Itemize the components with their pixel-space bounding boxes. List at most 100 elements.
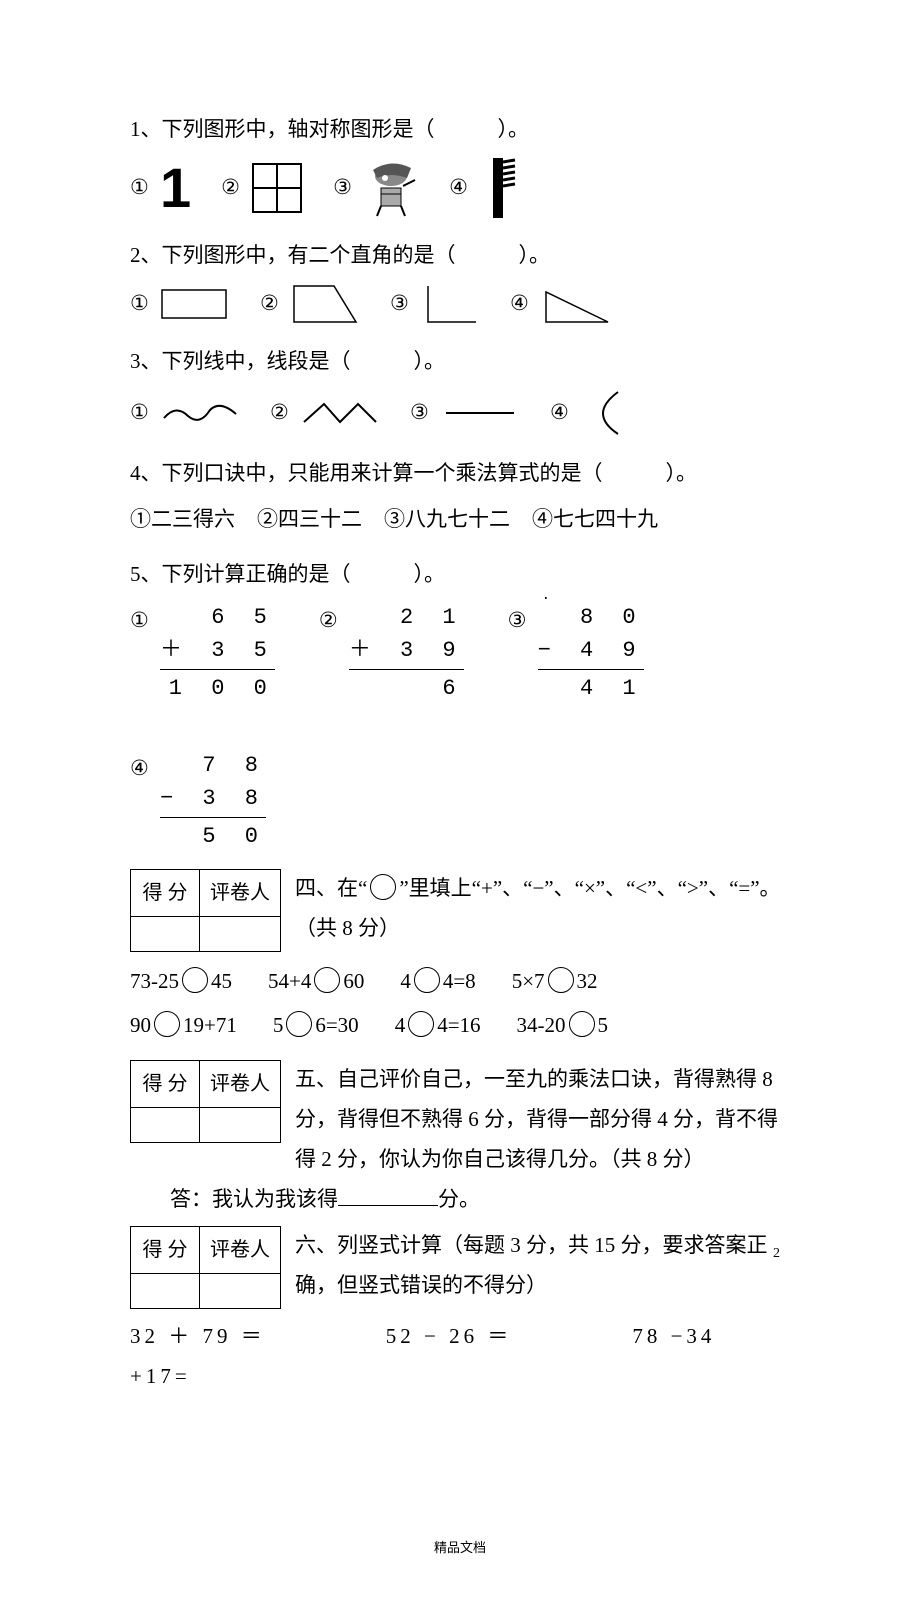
calc-line xyxy=(160,669,275,670)
q1-opt1: ① 1 xyxy=(130,160,191,216)
calc-line xyxy=(538,669,644,670)
score-h1: 得 分 xyxy=(131,1061,200,1108)
q4-opt3: ③八九七十二 xyxy=(384,500,510,540)
score-blank[interactable] xyxy=(131,917,200,952)
calc-res: 5 0 xyxy=(160,820,266,853)
score-table-4: 得 分评卷人 xyxy=(130,869,281,952)
q2-opt4-label: ④ xyxy=(510,284,532,324)
q5-calc4: 7 8 − 3 8 5 0 xyxy=(160,749,266,853)
grader-blank[interactable] xyxy=(200,1273,281,1308)
eq1: 32 ＋ 79 ＝ xyxy=(130,1317,266,1357)
sec6-equations: 32 ＋ 79 ＝ 52 − 26 ＝ 78 −34 xyxy=(130,1317,790,1357)
score-h1: 得 分 xyxy=(131,1226,200,1273)
q2-opt1: ① xyxy=(130,284,230,324)
q3-opt3: ③ xyxy=(410,393,520,433)
sec4-row1: 73-2545 54+460 44=8 5×732 xyxy=(130,962,790,1002)
circle-blank-icon[interactable] xyxy=(182,967,208,993)
q4-options: ①二三得六 ②四三十二 ③八九七十二 ④七七四十九 xyxy=(130,500,790,540)
q2-options: ① ② ③ ④ xyxy=(130,282,790,326)
right-angle-icon xyxy=(420,282,480,326)
q1-text: 1、下列图形中，轴对称图形是（ ）。 xyxy=(130,110,790,150)
circle-blank-icon[interactable] xyxy=(286,1011,312,1037)
q1-opt2-label: ② xyxy=(221,168,243,208)
sec5-ans-prefix: 答：我认为我该得 xyxy=(170,1187,338,1211)
calc-top: 7 8 xyxy=(160,749,266,782)
comb-icon xyxy=(479,156,519,220)
section-4: 得 分评卷人 四、在“”里填上“+”、“−”、“×”、“<”、“>”、“=”。（… xyxy=(130,869,790,949)
arc-icon xyxy=(580,388,630,438)
q4-text: 4、下列口诀中，只能用来计算一个乘法算式的是（ ）。 xyxy=(130,454,790,494)
expr: 44=8 xyxy=(400,962,475,1002)
q5-opt2-label: ② xyxy=(319,601,341,641)
sec6-title: 六、列竖式计算（每题 3 分，共 15 分，要求答案正确，但竖式错误的不得分） xyxy=(295,1226,790,1306)
window-grid-icon xyxy=(251,162,303,214)
calc-line xyxy=(160,817,266,818)
circle-blank-icon[interactable] xyxy=(154,1011,180,1037)
sec5-ans-unit: 分。 xyxy=(438,1187,480,1211)
rectangle-icon xyxy=(160,284,230,324)
q3-opt1: ① xyxy=(130,393,240,433)
q2-opt2: ② xyxy=(260,282,360,326)
q4-opt2: ②四三十二 xyxy=(257,500,362,540)
circle-blank-icon[interactable] xyxy=(569,1011,595,1037)
right-triangle-icon xyxy=(540,282,612,326)
expr: 56=30 xyxy=(273,1006,359,1046)
eq3: 78 −34 xyxy=(632,1317,715,1357)
sec5-title: 五、自己评价自己，一至九的乘法口诀，背得熟得 8 分，背得但不熟得 6 分，背得… xyxy=(295,1060,790,1180)
section-6: 得 分评卷人 六、列竖式计算（每题 3 分，共 15 分，要求答案正确，但竖式错… xyxy=(130,1226,790,1306)
q5-opt1-label: ① xyxy=(130,601,152,641)
score-blank[interactable] xyxy=(131,1108,200,1143)
eq3-cont: +17= xyxy=(130,1357,790,1397)
q4-opt1: ①二三得六 xyxy=(130,500,235,540)
pirate-cartoon-icon xyxy=(363,158,419,218)
q3-opt2-label: ② xyxy=(270,393,292,433)
sec4-t2: ”里填上“+”、“−”、“×”、“<”、“>”、“=”。（共 8 分） xyxy=(295,876,781,940)
right-trapezoid-icon xyxy=(290,282,360,326)
q5-calc2: 2 1 ＋ 3 9 6 xyxy=(349,601,464,705)
score-h2: 评卷人 xyxy=(200,870,281,917)
grader-blank[interactable] xyxy=(200,917,281,952)
q3-text: 3、下列线中，线段是（ ）。 xyxy=(130,342,790,382)
q1-opt3: ③ xyxy=(333,158,419,218)
q5-opt4: ④ 7 8 − 3 8 5 0 xyxy=(130,749,266,853)
circle-blank-icon xyxy=(370,874,396,900)
q1-options: ① 1 ② ③ ④ xyxy=(130,156,790,220)
q5-opt3-label: ③ xyxy=(508,601,530,641)
q5-text: 5、下列计算正确的是（ ）。 xyxy=(130,555,790,595)
q3-opt3-label: ③ xyxy=(410,393,432,433)
q2-opt1-label: ① xyxy=(130,284,152,324)
calc-res: 4 1 xyxy=(538,672,644,705)
q5-opt3: ③ ·8 0 − 4 9 4 1 xyxy=(508,601,644,705)
q4-opt4: ④七七四十九 xyxy=(532,500,658,540)
score-table-6: 得 分评卷人 xyxy=(130,1226,281,1309)
expr: 54+460 xyxy=(268,962,364,1002)
q1-opt3-label: ③ xyxy=(333,168,355,208)
circle-blank-icon[interactable] xyxy=(548,967,574,993)
circle-blank-icon[interactable] xyxy=(408,1011,434,1037)
score-blank[interactable] xyxy=(131,1273,200,1308)
wavy-line-icon xyxy=(160,398,240,428)
answer-blank[interactable] xyxy=(338,1184,438,1206)
q1-opt2: ② xyxy=(221,162,303,214)
calc-top: ·8 0 xyxy=(538,601,644,634)
score-h1: 得 分 xyxy=(131,870,200,917)
circle-blank-icon[interactable] xyxy=(414,967,440,993)
q1-opt4: ④ xyxy=(449,156,519,220)
expr: 5×732 xyxy=(512,962,598,1002)
calc-top: 2 1 xyxy=(349,601,464,634)
grader-blank[interactable] xyxy=(200,1108,281,1143)
circle-blank-icon[interactable] xyxy=(314,967,340,993)
page-number: 2 xyxy=(773,1246,780,1262)
q5-opt1: ① 6 5 ＋ 3 5 1 0 0 xyxy=(130,601,275,705)
zigzag-line-icon xyxy=(300,398,380,428)
q2-opt3-label: ③ xyxy=(390,284,412,324)
expr: 34-205 xyxy=(517,1006,609,1046)
sec4-title: 四、在“”里填上“+”、“−”、“×”、“<”、“>”、“=”。（共 8 分） xyxy=(295,869,790,949)
line-segment-icon xyxy=(440,403,520,423)
eq2: 52 − 26 ＝ xyxy=(386,1317,513,1357)
q2-opt2-label: ② xyxy=(260,284,282,324)
q1-opt4-label: ④ xyxy=(449,168,471,208)
q2-opt4: ④ xyxy=(510,282,612,326)
calc-op: ＋ 3 9 xyxy=(349,634,464,667)
sec4-row2: 9019+71 56=30 44=16 34-205 xyxy=(130,1006,790,1046)
